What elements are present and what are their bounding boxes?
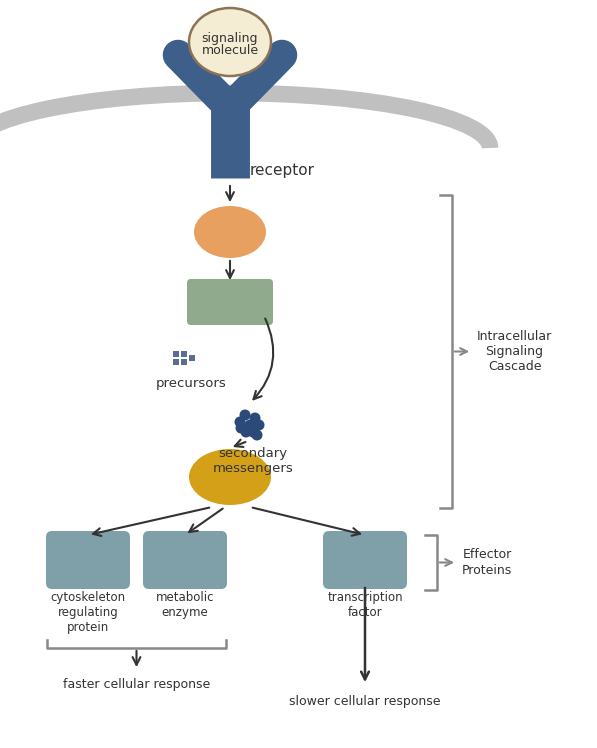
FancyBboxPatch shape (46, 531, 130, 589)
Circle shape (241, 426, 251, 438)
Circle shape (235, 417, 245, 428)
Text: precursors: precursors (156, 377, 226, 390)
Text: molecule: molecule (201, 43, 259, 57)
Text: transcription
factor: transcription factor (327, 591, 403, 619)
Bar (173, 351, 179, 357)
FancyBboxPatch shape (323, 531, 407, 589)
FancyBboxPatch shape (187, 279, 273, 325)
Text: metabolic
enzyme: metabolic enzyme (156, 591, 214, 619)
Circle shape (239, 409, 251, 420)
Circle shape (248, 426, 259, 438)
Text: Effector
Proteins: Effector Proteins (462, 548, 512, 577)
Text: Intracellular
Signaling
Cascade: Intracellular Signaling Cascade (477, 330, 552, 373)
Text: secondary
messengers: secondary messengers (213, 447, 293, 475)
Circle shape (250, 412, 260, 423)
Ellipse shape (189, 449, 271, 505)
Text: cytoskeleton
regulating
protein: cytoskeleton regulating protein (50, 591, 125, 634)
FancyBboxPatch shape (143, 531, 227, 589)
Bar (181, 351, 187, 357)
Bar (189, 355, 195, 361)
Text: signaling: signaling (202, 31, 259, 44)
Circle shape (235, 423, 247, 434)
Bar (173, 359, 179, 365)
Circle shape (245, 420, 256, 431)
Text: faster cellular response: faster cellular response (63, 678, 210, 691)
Text: slower cellular response: slower cellular response (290, 695, 441, 708)
Text: receptor: receptor (250, 162, 315, 177)
Ellipse shape (189, 8, 271, 76)
Bar (181, 359, 187, 365)
Circle shape (251, 429, 263, 441)
Ellipse shape (194, 206, 266, 258)
Circle shape (254, 420, 264, 431)
